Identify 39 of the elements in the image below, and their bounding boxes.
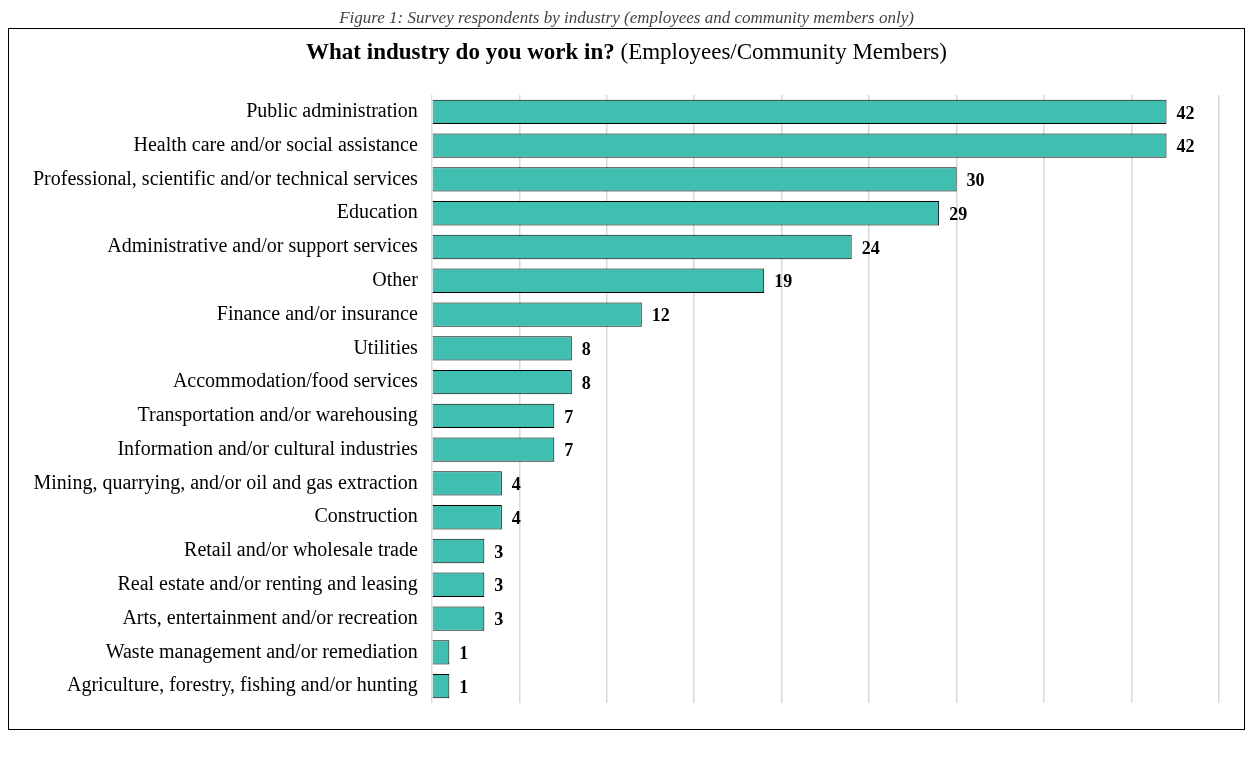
y-tick-label: Transportation and/or warehousing	[137, 403, 418, 427]
data-label: 8	[581, 372, 591, 393]
data-label: 12	[651, 305, 670, 326]
y-tick-label: Administrative and/or support services	[107, 234, 419, 258]
data-label: 8	[581, 338, 591, 359]
data-label: 42	[1176, 102, 1195, 123]
chart-subtitle: (Employees/Community Members)	[620, 39, 947, 64]
data-label: 3	[494, 541, 504, 562]
data-label: 1	[459, 676, 469, 697]
data-label: 19	[774, 271, 793, 292]
y-tick-label: Information and/or cultural industries	[117, 436, 419, 459]
y-tick-label: Finance and/or insurance	[216, 301, 418, 324]
data-label: 42	[1176, 136, 1195, 157]
y-tick-label: Professional, scientific and/or technical services	[32, 166, 419, 189]
data-label: 29	[949, 203, 968, 224]
data-label: 1	[459, 642, 469, 663]
y-tick-label: Arts, entertainment and/or recreation	[122, 605, 418, 628]
data-label: 7	[564, 406, 574, 427]
y-tick-label: Health care and/or social assistance	[133, 132, 418, 155]
y-tick-label: Real estate and/or renting and leasing	[117, 572, 418, 596]
y-tick-label: Retail and/or wholesale trade	[184, 538, 418, 561]
y-tick-label: Waste management and/or remediation	[105, 639, 418, 663]
y-tick-label: Public administration	[246, 99, 418, 122]
data-label: 3	[494, 575, 504, 596]
data-label: 4	[511, 474, 521, 495]
y-tick-label: Construction	[314, 504, 418, 527]
y-tick-label: Agriculture, forestry, fishing and/or hunting	[67, 673, 418, 697]
data-label: 30	[966, 170, 985, 191]
y-tick-label: Education	[336, 200, 418, 223]
y-tick-label: Accommodation/food services	[172, 369, 419, 392]
data-label: 3	[494, 609, 504, 630]
data-label: 4	[511, 507, 521, 528]
chart-title: What industry do you work in?	[306, 39, 615, 64]
data-label: 24	[861, 237, 880, 258]
y-tick-label: Mining, quarrying, and/or oil and gas extraction	[33, 470, 418, 494]
y-tick-label: Other	[372, 268, 419, 291]
caption: Figure 1: Survey respondents by industry (employees and community members only)	[338, 8, 915, 28]
data-label: 7	[564, 440, 574, 461]
y-tick-label: Utilities	[353, 335, 419, 358]
